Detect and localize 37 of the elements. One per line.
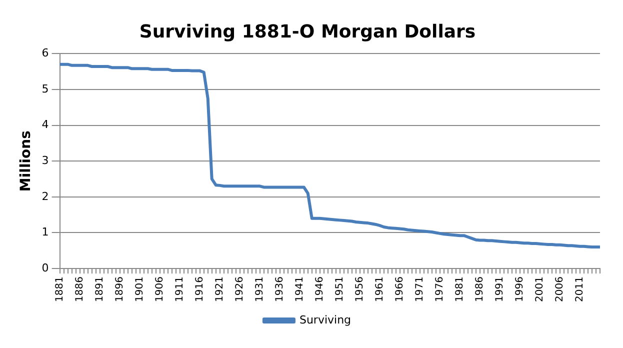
- x-tick-label: 1996: [514, 276, 526, 302]
- chart-title: Surviving 1881-O Morgan Dollars: [139, 21, 476, 42]
- x-tick-label: 1981: [454, 276, 466, 302]
- x-tick-label: 1946: [314, 276, 326, 302]
- x-tick-label: 1891: [94, 276, 106, 302]
- x-tick-label: 2011: [574, 276, 586, 302]
- x-tick-label: 1971: [414, 276, 426, 302]
- x-tick-label: 1906: [154, 276, 166, 302]
- y-tick-label: 3: [42, 154, 49, 167]
- x-tick-label: 1986: [474, 276, 486, 302]
- y-tick-label: 2: [42, 190, 49, 203]
- x-tick-label: 1916: [194, 276, 206, 302]
- x-tick-label: 1911: [174, 276, 186, 302]
- x-tick-label: 1886: [74, 276, 86, 302]
- x-tick-label: 1961: [374, 276, 386, 302]
- x-tick-label: 1941: [294, 276, 306, 302]
- x-tick-label: 1956: [354, 276, 366, 302]
- y-tick-label: 5: [42, 82, 49, 96]
- x-tick-label: 1896: [114, 276, 126, 302]
- y-axis-title: Millions: [18, 130, 34, 192]
- x-tick-label: 1881: [54, 276, 66, 302]
- x-tick-label: 1976: [434, 276, 446, 302]
- y-tick-label: 4: [42, 118, 49, 132]
- x-tick-label: 1921: [214, 276, 226, 302]
- y-tick-label: 0: [42, 261, 49, 274]
- x-tick-label: 2006: [554, 276, 566, 302]
- x-tick-label: 1926: [234, 276, 246, 302]
- x-tick-label: 1936: [274, 276, 286, 302]
- legend-label: Surviving: [299, 313, 352, 326]
- y-tick-label: 1: [42, 226, 49, 239]
- y-tick-label: 6: [42, 46, 49, 60]
- x-tick-label: 1966: [394, 276, 406, 302]
- x-tick-label: 1931: [254, 276, 266, 302]
- x-tick-label: 2001: [534, 276, 546, 302]
- x-tick-label: 1901: [134, 276, 146, 302]
- x-tick-label: 1951: [334, 276, 346, 302]
- x-tick-label: 1991: [494, 276, 506, 302]
